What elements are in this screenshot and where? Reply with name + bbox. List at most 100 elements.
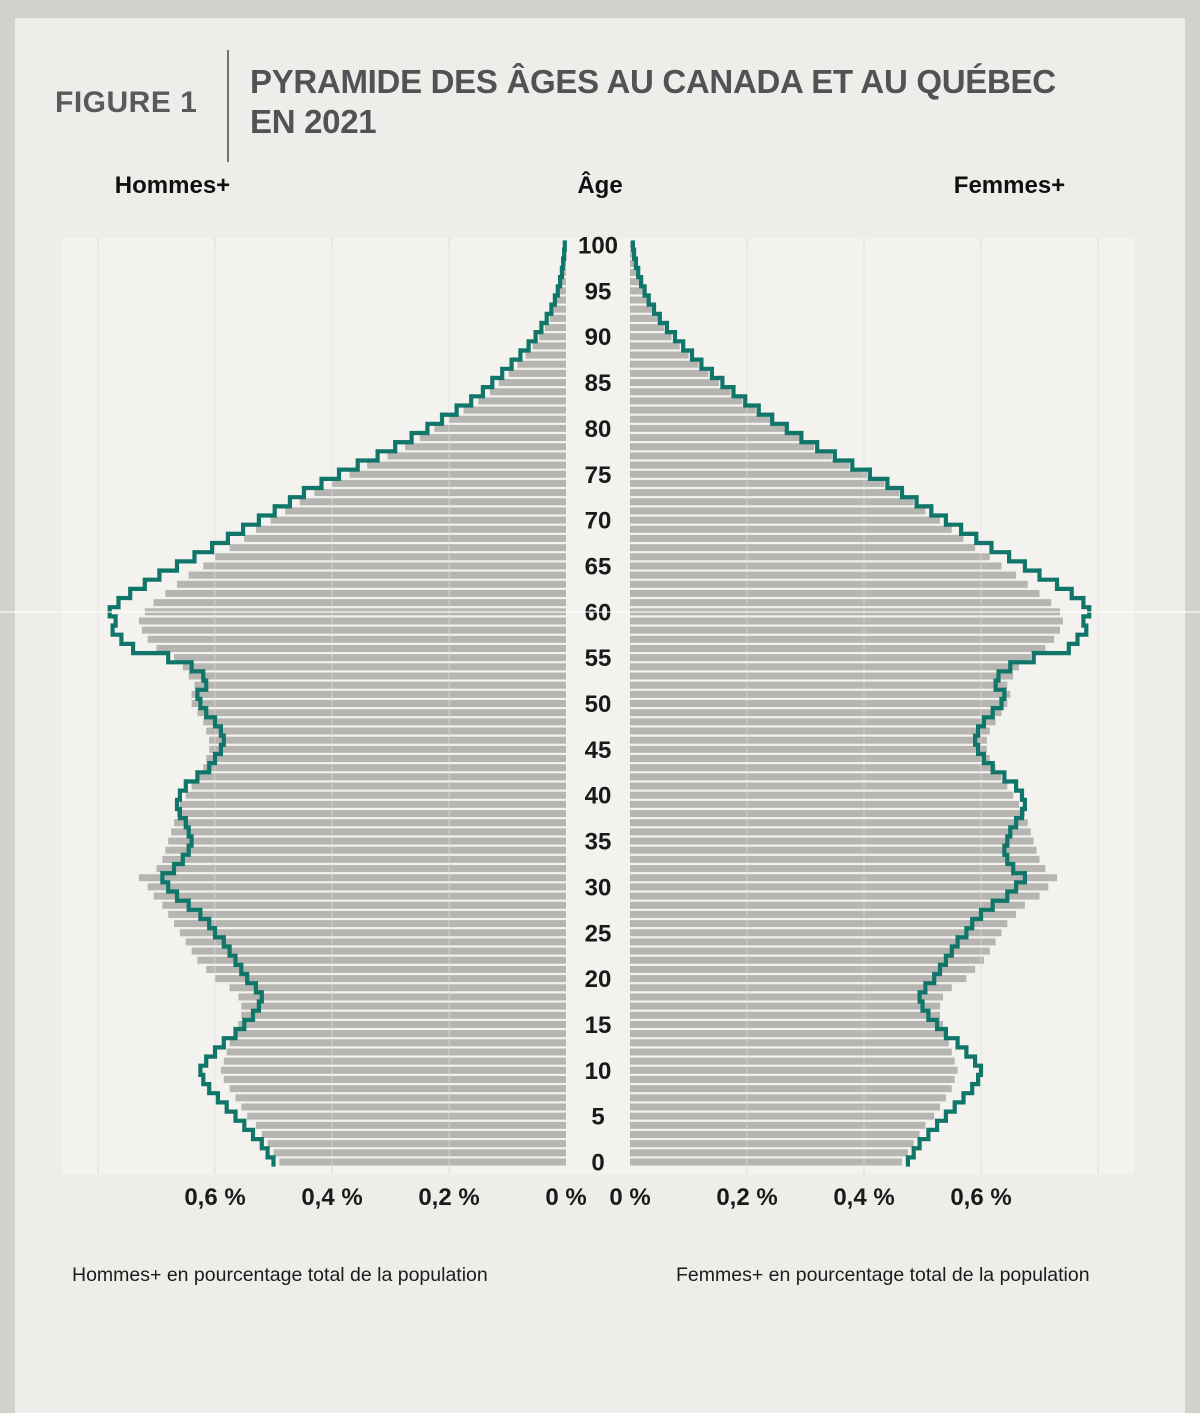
bar-right-age-86 <box>630 369 709 377</box>
bar-right-age-46 <box>630 736 987 744</box>
bar-left-age-75 <box>349 470 566 478</box>
bar-right-age-59 <box>630 617 1063 625</box>
bar-left-age-33 <box>162 855 566 863</box>
x-axis-labels-right: 0 % 0,2 % 0,4 % 0,6 % <box>609 1184 1011 1211</box>
bar-right-age-28 <box>630 901 1025 909</box>
age-label-30: 30 <box>585 874 612 901</box>
bar-left-age-44 <box>206 755 566 763</box>
bar-left-age-77 <box>387 452 566 460</box>
bar-left-age-7 <box>235 1094 566 1102</box>
bar-left-age-64 <box>188 571 567 579</box>
quebec-outline-left <box>107 240 567 1167</box>
bar-right-age-62 <box>630 589 1040 597</box>
age-label-50: 50 <box>585 691 612 718</box>
bar-left-age-26 <box>174 920 567 928</box>
age-label-35: 35 <box>585 829 612 856</box>
bar-right-age-49 <box>630 709 1002 717</box>
x-tick-left-0.6: 0,6 % <box>184 1184 245 1211</box>
bar-left-age-49 <box>197 709 566 717</box>
bar-right-age-40 <box>630 791 1014 799</box>
bar-left-age-74 <box>332 479 566 487</box>
bar-right-age-4 <box>630 1121 926 1129</box>
bar-left-age-0 <box>279 1158 566 1166</box>
bar-left-age-48 <box>203 718 567 726</box>
bar-right-age-1 <box>630 1149 908 1157</box>
bar-right-age-23 <box>630 947 990 955</box>
bar-right-age-73 <box>630 489 900 497</box>
bar-right-age-39 <box>630 800 1020 808</box>
bar-left-age-91 <box>544 324 566 332</box>
column-header-hommes: Hommes+ <box>114 172 231 199</box>
bar-right-age-15 <box>630 1020 943 1028</box>
bar-left-age-25 <box>179 929 566 937</box>
age-label-60: 60 <box>585 599 612 626</box>
x-tick-right-0.4: 0,4 % <box>833 1184 894 1211</box>
bar-right-age-2 <box>630 1140 914 1148</box>
bar-right-age-84 <box>630 388 731 396</box>
bar-right-age-19 <box>630 984 952 992</box>
bar-right-age-45 <box>630 745 987 753</box>
bar-left-age-90 <box>539 333 566 341</box>
bar-right-age-92 <box>630 314 658 322</box>
bar-right-age-75 <box>630 470 867 478</box>
age-label-65: 65 <box>585 554 612 581</box>
age-label-100: 100 <box>578 233 618 260</box>
bar-right-age-99 <box>630 250 634 258</box>
bar-left-age-73 <box>314 489 566 497</box>
bar-left-age-68 <box>244 534 566 542</box>
bar-right-age-7 <box>630 1094 946 1102</box>
bar-left-age-38 <box>176 810 566 818</box>
bar-left-age-96 <box>561 278 566 286</box>
bar-right-age-12 <box>630 1048 952 1056</box>
bar-right-age-6 <box>630 1103 941 1111</box>
bar-right-age-50 <box>630 700 1008 707</box>
bar-left-age-27 <box>168 910 566 918</box>
bar-left-age-21 <box>206 965 566 973</box>
x-tick-right-0.2: 0,2 % <box>716 1184 777 1211</box>
figure-number-label: FIGURE 1 <box>55 86 198 119</box>
bar-right-age-8 <box>630 1085 952 1093</box>
bar-right-age-44 <box>630 755 990 763</box>
bar-left-age-9 <box>223 1075 566 1083</box>
bar-right-age-25 <box>630 929 1002 937</box>
bar-left-age-20 <box>215 975 566 983</box>
bar-left-age-65 <box>203 562 567 570</box>
bar-right-age-3 <box>630 1130 920 1138</box>
bar-left-age-18 <box>238 993 566 1001</box>
bar-right-age-0 <box>630 1158 903 1166</box>
bar-left-age-54 <box>182 663 566 671</box>
bar-left-age-30 <box>147 883 566 891</box>
quebec-outline-right <box>630 240 1092 1167</box>
bar-left-age-32 <box>156 865 566 873</box>
bar-left-age-51 <box>191 690 566 698</box>
bar-left-age-95 <box>558 287 566 295</box>
bar-left-age-56 <box>156 644 566 652</box>
bar-left-age-86 <box>508 369 566 377</box>
bar-right-age-21 <box>630 965 976 973</box>
x-tick-right-0: 0 % <box>609 1184 650 1211</box>
bar-right-age-34 <box>630 846 1037 854</box>
bar-right-age-72 <box>630 498 914 506</box>
bar-right-age-20 <box>630 975 967 983</box>
bar-left-age-4 <box>255 1121 566 1129</box>
bar-left-age-50 <box>191 700 566 707</box>
bar-left-age-62 <box>165 589 566 597</box>
age-label-95: 95 <box>585 278 612 305</box>
bar-right-age-83 <box>630 397 743 405</box>
bar-right-age-13 <box>630 1039 949 1047</box>
bar-left-age-58 <box>141 626 566 634</box>
bar-right-age-35 <box>630 837 1034 845</box>
bar-left-age-97 <box>562 269 566 277</box>
bar-left-age-35 <box>168 837 566 845</box>
bar-right-age-74 <box>630 479 885 487</box>
bar-right-age-37 <box>630 819 1028 827</box>
age-label-0: 0 <box>591 1150 604 1177</box>
bar-left-age-88 <box>525 351 566 359</box>
bar-right-age-14 <box>630 1030 946 1038</box>
bar-right-age-33 <box>630 855 1040 863</box>
bar-right-age-66 <box>630 553 990 561</box>
bar-left-age-34 <box>165 846 566 854</box>
bar-right-age-30 <box>630 883 1049 891</box>
